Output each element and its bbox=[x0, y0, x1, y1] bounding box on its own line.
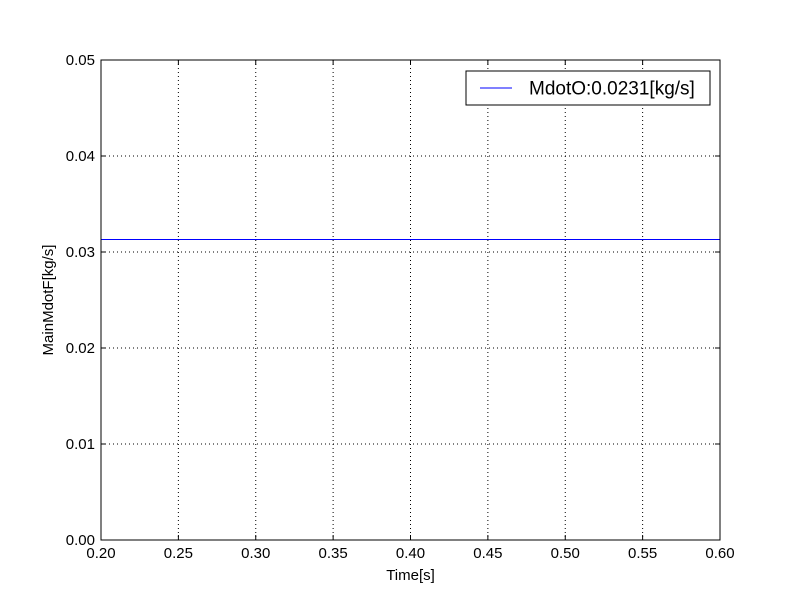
x-axis-label: Time[s] bbox=[386, 567, 435, 584]
y-axis-label: MainMdotF[kg/s] bbox=[40, 245, 57, 356]
x-tick-label: 0.30 bbox=[241, 545, 270, 562]
x-tick-label: 0.35 bbox=[319, 545, 348, 562]
y-tick-label: 0.00 bbox=[66, 532, 95, 549]
x-tick-label: 0.40 bbox=[396, 545, 425, 562]
x-tick-labels: 0.20 0.25 0.30 0.35 0.40 0.45 0.50 0.55 0.60 bbox=[86, 545, 734, 562]
legend-label: MdotO:0.0231[kg/s] bbox=[529, 79, 695, 100]
x-tick-label: 0.25 bbox=[164, 545, 193, 562]
x-tick-label: 0.45 bbox=[473, 545, 502, 562]
y-tick-label: 0.05 bbox=[66, 52, 95, 69]
y-tick-label: 0.01 bbox=[66, 436, 95, 453]
y-tick-label: 0.02 bbox=[66, 340, 95, 357]
legend: MdotO:0.0231[kg/s] bbox=[465, 70, 711, 106]
y-tick-label: 0.04 bbox=[66, 148, 95, 165]
y-tick-label: 0.03 bbox=[66, 244, 95, 261]
x-tick-label: 0.55 bbox=[628, 545, 657, 562]
x-tick-label: 0.50 bbox=[551, 545, 580, 562]
ticks bbox=[100, 59, 721, 541]
y-tick-labels: 0.00 0.01 0.02 0.03 0.04 0.05 bbox=[66, 52, 95, 549]
x-tick-label: 0.60 bbox=[705, 545, 734, 562]
x-tick-label: 0.20 bbox=[86, 545, 115, 562]
